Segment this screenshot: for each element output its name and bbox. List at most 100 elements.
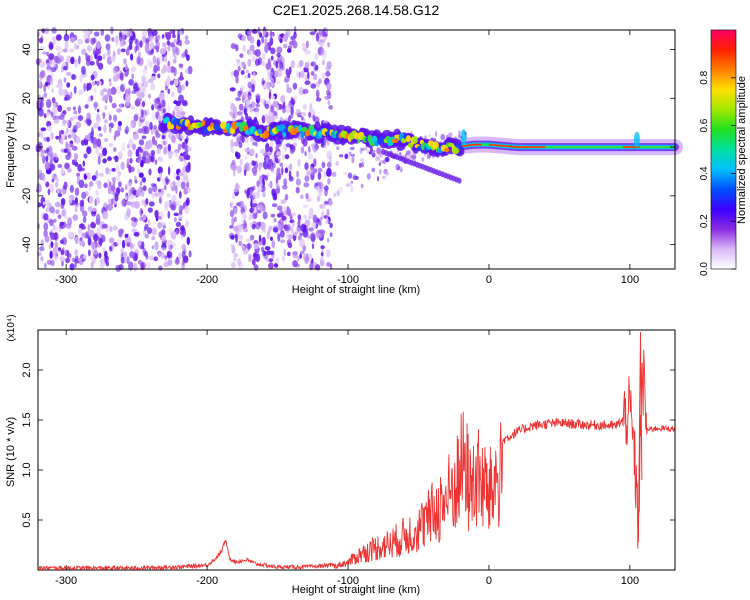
noise-speck (173, 39, 179, 43)
noise-speck (233, 225, 238, 232)
noise-speck (107, 88, 112, 97)
noise-speck (64, 94, 71, 101)
noise-speck (58, 82, 63, 90)
noise-speck (268, 182, 272, 187)
noise-speck (302, 103, 308, 110)
noise-speck (166, 65, 172, 74)
noise-speck (60, 130, 64, 135)
noise-speck (263, 250, 267, 257)
noise-speck (157, 188, 163, 193)
x-tick-label: 100 (621, 274, 639, 286)
noise-speck (164, 200, 171, 208)
spectrogram-band-peak (488, 143, 546, 148)
noise-speck (308, 227, 314, 232)
noise-speck (81, 65, 86, 75)
noise-speck (162, 64, 167, 73)
noise-speck (172, 242, 176, 248)
noise-speck (126, 242, 130, 248)
noise-speck (55, 57, 62, 64)
noise-speck (320, 245, 325, 250)
noise-speck (231, 44, 236, 49)
noise-speck (149, 41, 155, 49)
noise-speck (319, 256, 324, 264)
noise-speck (48, 53, 55, 61)
noise-speck (140, 199, 145, 206)
noise-speck (111, 177, 117, 182)
noise-speck (124, 71, 129, 77)
noise-speck (85, 118, 89, 125)
noise-speck (51, 178, 55, 183)
noise-speck (108, 237, 115, 244)
noise-speck (129, 157, 133, 164)
noise-speck (238, 200, 244, 208)
noise-speck (369, 147, 373, 152)
noise-speck (105, 43, 111, 51)
x-tick-label: 0 (486, 575, 492, 587)
x-tick-label: -300 (55, 274, 77, 286)
noise-speck (46, 136, 50, 142)
noise-speck (175, 109, 181, 118)
noise-speck (62, 110, 67, 115)
x-tick-label: -200 (196, 575, 218, 587)
noise-speck (323, 170, 327, 178)
noise-speck (246, 30, 252, 35)
noise-speck (360, 183, 364, 189)
noise-speck (125, 48, 130, 56)
noise-speck (302, 88, 309, 94)
noise-speck (78, 228, 83, 234)
noise-speck (309, 166, 314, 175)
noise-speck (114, 66, 119, 72)
noise-speck (64, 135, 68, 140)
noise-speck (75, 121, 82, 129)
noise-speck (327, 161, 332, 168)
noise-speck (115, 38, 119, 46)
noise-speck (268, 262, 274, 270)
noise-speck (275, 144, 279, 153)
noise-speck (282, 184, 288, 190)
noise-speck (144, 144, 148, 150)
noise-speck (254, 108, 259, 118)
noise-speck (153, 256, 159, 262)
noise-speck (273, 263, 279, 268)
noise-speck (137, 158, 142, 163)
noise-speck (268, 44, 271, 51)
noise-speck (325, 72, 331, 77)
noise-speck (294, 95, 297, 103)
noise-speck (123, 58, 127, 65)
noise-speck (134, 45, 138, 54)
noise-speck (249, 188, 253, 197)
noise-speck (350, 185, 354, 193)
noise-speck (245, 238, 252, 243)
noise-speck (131, 143, 137, 150)
snr-series-layer (37, 331, 676, 572)
noise-speck (164, 85, 168, 91)
noise-speck (51, 59, 56, 68)
noise-speck (80, 239, 85, 246)
noise-speck (182, 257, 185, 266)
noise-speck (151, 111, 157, 120)
noise-speck (117, 120, 122, 127)
noise-speck (311, 243, 315, 250)
noise-speck (173, 58, 177, 64)
noise-speck (317, 171, 322, 180)
noise-speck (141, 101, 146, 108)
noise-speck (175, 200, 181, 206)
noise-speck (292, 82, 298, 90)
noise-speck (304, 49, 311, 55)
ridge-blob (300, 130, 305, 139)
noise-speck (280, 239, 285, 244)
noise-speck (95, 189, 100, 196)
noise-speck (265, 174, 268, 181)
noise-speck (86, 146, 92, 155)
noise-speck (110, 86, 117, 95)
noise-speck (265, 81, 271, 90)
noise-speck (317, 218, 320, 223)
ridge-blob (263, 130, 270, 139)
noise-speck (53, 102, 56, 112)
noise-speck (186, 187, 191, 193)
noise-speck (79, 199, 84, 207)
noise-speck (111, 168, 116, 172)
snr-scale-label: (x10⁴) (6, 314, 17, 341)
noise-speck (241, 134, 245, 144)
noise-speck (131, 73, 135, 80)
